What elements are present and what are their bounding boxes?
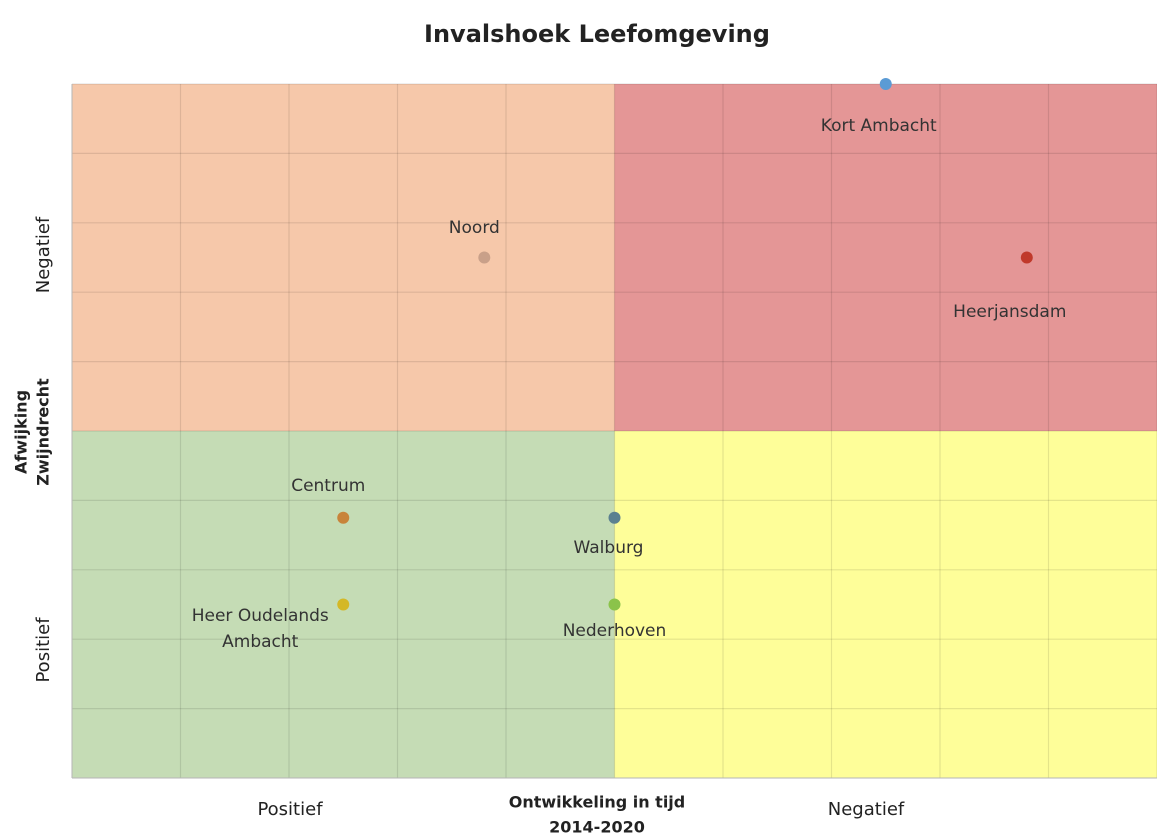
point [478, 251, 491, 264]
point-label: Kort Ambacht [820, 116, 937, 136]
point-label: Heerjansdam [953, 301, 1067, 322]
point [337, 511, 350, 524]
y-axis-label: Zwijndrecht [34, 378, 53, 486]
x-side-label: Negatief [828, 799, 905, 820]
y-side-label: Positief [33, 617, 54, 683]
point-label: Heer Oudelands Ambacht [191, 605, 329, 652]
point [337, 598, 350, 611]
y-side-label: Negatief [33, 216, 54, 293]
y-axis-label: Afwijking [12, 390, 31, 474]
chart-title: Invalshoek Leefomgeving [424, 20, 770, 48]
point [608, 598, 621, 611]
point-label: Centrum [291, 475, 366, 496]
x-side-label: Positief [257, 799, 323, 820]
quadrant [614, 431, 1157, 778]
quadrant [72, 84, 615, 431]
point-label: Noord [448, 217, 500, 238]
point [1020, 251, 1033, 264]
quadrant [614, 84, 1157, 431]
x-axis-label: Ontwikkeling in tijd [509, 793, 686, 812]
x-axis-label: 2014-2020 [549, 818, 645, 837]
point-label: Nederhoven [562, 620, 667, 641]
point-label: Walburg [573, 537, 644, 558]
point [879, 78, 892, 90]
point [608, 511, 621, 524]
